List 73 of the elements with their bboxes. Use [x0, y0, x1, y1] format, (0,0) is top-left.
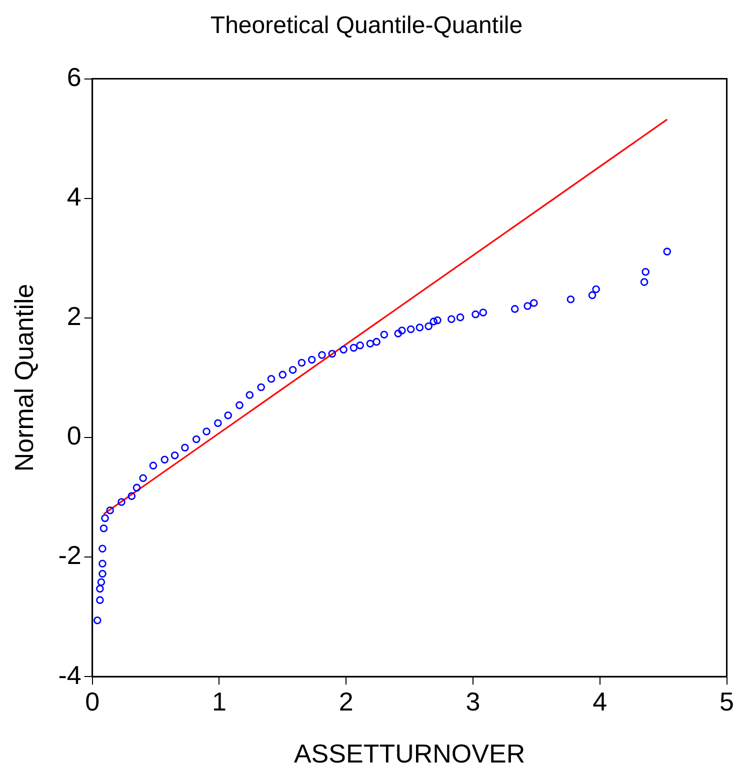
- x-axis-title: ASSETTURNOVER: [294, 738, 526, 769]
- x-tick-label: 1: [212, 686, 226, 716]
- point: [97, 578, 106, 586]
- x-tick-label: 2: [338, 686, 354, 716]
- point: [93, 616, 102, 624]
- y-tick-label: -2: [58, 540, 82, 570]
- point: [530, 299, 538, 307]
- point: [288, 366, 297, 374]
- chart-title: Theoretical Quantile-Quantile: [210, 12, 523, 40]
- point: [406, 325, 415, 334]
- point: [372, 338, 380, 346]
- point: [98, 544, 106, 553]
- point: [416, 324, 424, 332]
- point: [100, 524, 108, 532]
- point: [257, 383, 265, 392]
- y-tick-label: 6: [66, 62, 82, 92]
- point: [139, 474, 147, 482]
- point: [101, 514, 109, 522]
- point: [663, 248, 672, 256]
- point: [566, 295, 575, 304]
- point: [524, 302, 532, 310]
- point: [214, 419, 222, 428]
- point: [202, 428, 210, 436]
- point: [398, 326, 406, 334]
- point: [160, 456, 169, 464]
- point: [366, 340, 374, 348]
- point: [192, 435, 200, 444]
- point: [328, 350, 336, 358]
- point: [224, 411, 232, 420]
- point: [340, 346, 348, 354]
- point: [394, 330, 402, 338]
- y-tick-label: 0: [66, 420, 82, 451]
- point: [640, 278, 648, 286]
- point: [356, 342, 364, 350]
- point: [96, 584, 104, 593]
- point: [149, 462, 158, 470]
- point: [592, 285, 600, 294]
- point: [308, 356, 316, 364]
- point: [434, 316, 442, 324]
- point: [98, 570, 106, 578]
- point: [588, 291, 596, 300]
- point: [98, 560, 106, 568]
- point: [181, 444, 189, 452]
- x-tick-label: 4: [592, 686, 608, 716]
- point: [318, 351, 326, 359]
- point: [380, 330, 388, 339]
- point: [96, 596, 104, 604]
- point: [472, 310, 480, 318]
- point: [448, 315, 456, 324]
- point: [170, 452, 179, 460]
- point: [642, 268, 650, 276]
- point: [267, 374, 276, 383]
- point: [132, 484, 141, 492]
- y-tick-label: 2: [66, 301, 82, 332]
- point: [118, 498, 126, 506]
- x-tick-label: 5: [720, 686, 734, 716]
- point: [128, 492, 136, 500]
- point: [479, 308, 488, 316]
- x-tick-label: 0: [85, 686, 100, 716]
- point: [456, 313, 464, 322]
- point: [424, 322, 432, 330]
- point: [350, 344, 358, 352]
- point: [298, 358, 306, 367]
- y-axis-title: Normal Quantile: [8, 284, 39, 472]
- x-tick-label: 3: [466, 686, 480, 716]
- point: [510, 305, 519, 313]
- point: [106, 506, 114, 514]
- y-tick-label: -4: [58, 660, 82, 690]
- y-tick-label: 4: [66, 182, 82, 212]
- point: [430, 318, 438, 326]
- point: [278, 370, 287, 379]
- point: [236, 401, 244, 410]
- point: [246, 391, 254, 399]
